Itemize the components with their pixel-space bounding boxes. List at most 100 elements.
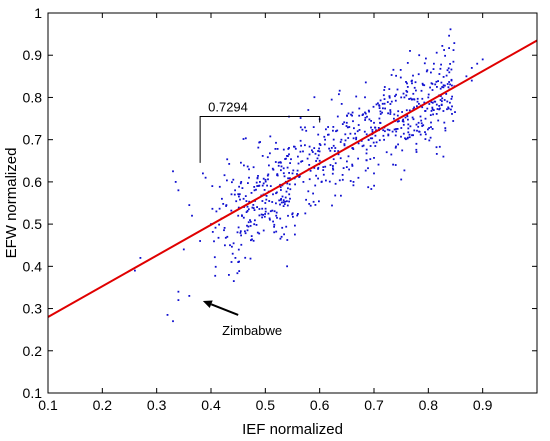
data-point [361, 145, 364, 148]
data-point [246, 224, 248, 227]
data-point [256, 206, 258, 208]
x-tick-label: 0.5 [256, 397, 276, 413]
data-point [448, 71, 451, 74]
data-point [396, 120, 399, 123]
data-point [280, 169, 282, 172]
data-point [377, 163, 380, 166]
data-point [432, 109, 435, 111]
data-point [345, 121, 348, 124]
data-point [413, 129, 416, 132]
data-point [375, 103, 378, 106]
data-point [449, 63, 451, 65]
data-point [332, 167, 334, 170]
data-point [358, 107, 361, 110]
regression-line [47, 39, 538, 318]
data-point [314, 184, 317, 187]
data-point [322, 173, 325, 176]
data-point [282, 167, 285, 170]
data-point [465, 75, 468, 78]
data-point [267, 212, 270, 215]
data-point [249, 225, 252, 227]
data-point [364, 112, 367, 115]
y-tick-label: 0.1 [23, 385, 43, 401]
data-point [346, 114, 348, 117]
data-point [378, 139, 381, 142]
data-point [331, 172, 334, 175]
data-point [336, 115, 339, 118]
data-point [292, 169, 295, 172]
data-point [429, 136, 432, 139]
data-point [435, 51, 438, 54]
data-point [313, 167, 316, 169]
data-point [250, 192, 253, 194]
data-point [444, 54, 446, 57]
data-point [435, 146, 438, 149]
data-point [416, 100, 419, 103]
data-point [249, 219, 251, 221]
data-point [277, 161, 280, 164]
data-point [313, 96, 316, 99]
data-point [442, 76, 445, 78]
data-point [411, 98, 413, 101]
data-point [430, 71, 432, 74]
data-point [428, 139, 431, 142]
data-point [261, 184, 264, 187]
data-point [285, 157, 287, 160]
data-point [230, 261, 233, 263]
data-point [406, 114, 408, 117]
data-point [177, 299, 180, 301]
data-point [281, 195, 284, 198]
data-point [420, 122, 423, 125]
data-point [299, 126, 302, 129]
data-point [253, 223, 256, 226]
data-point [233, 193, 236, 196]
data-point [448, 81, 450, 83]
data-point [254, 219, 256, 222]
data-point [409, 50, 411, 52]
data-point [422, 83, 424, 86]
data-point [404, 116, 407, 119]
data-point [424, 133, 427, 136]
data-point [445, 74, 448, 77]
data-point [400, 96, 403, 99]
data-point [405, 138, 407, 141]
data-point [232, 280, 235, 282]
data-point [276, 173, 279, 175]
data-point [276, 216, 278, 219]
data-point [322, 166, 325, 168]
data-point [288, 147, 290, 149]
data-point [331, 204, 333, 207]
data-point [397, 110, 400, 113]
data-point [188, 295, 191, 297]
data-point [454, 111, 456, 113]
data-point [382, 129, 385, 132]
data-point [257, 146, 260, 149]
data-point [263, 189, 266, 191]
data-point [182, 248, 185, 251]
data-point [448, 47, 450, 49]
data-point [346, 160, 348, 163]
data-point [424, 110, 426, 112]
data-point [374, 134, 377, 137]
data-point [420, 89, 423, 92]
data-point [221, 197, 223, 200]
data-point [279, 161, 282, 163]
data-point [405, 81, 407, 83]
data-point [269, 218, 271, 221]
data-point [439, 107, 441, 110]
data-point [421, 82, 424, 85]
data-point [352, 184, 355, 187]
x-axis-ticks: 0.1 0.2 0.3 0.4 0.5 0.6 0.7 0.8 0.9 [38, 13, 493, 413]
data-point [318, 143, 321, 145]
data-point [412, 74, 414, 77]
data-point [299, 117, 302, 119]
data-point [450, 98, 453, 100]
data-point [386, 101, 389, 103]
data-point [276, 191, 278, 194]
data-point [449, 28, 452, 31]
data-point [382, 94, 385, 97]
data-point [280, 199, 282, 201]
data-point [239, 182, 242, 185]
data-point [398, 120, 400, 122]
data-point [312, 192, 314, 195]
